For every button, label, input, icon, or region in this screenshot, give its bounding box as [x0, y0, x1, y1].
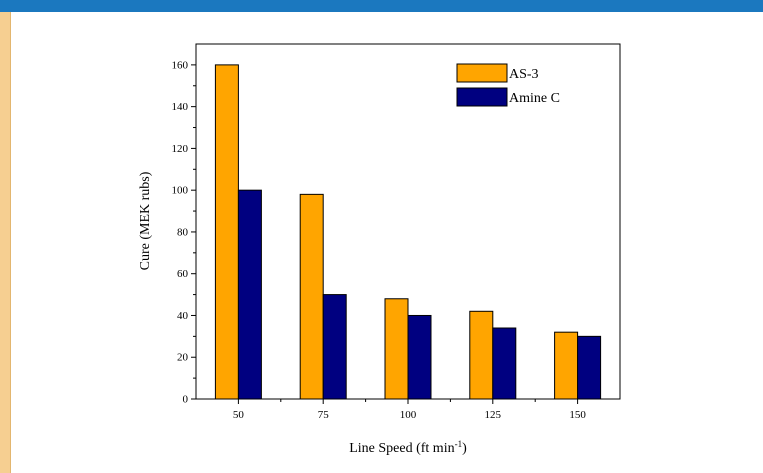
bar-amine-c	[492, 327, 517, 400]
x-axis-label-sup: -1	[455, 439, 463, 449]
x-tick-label: 125	[485, 409, 502, 421]
legend-label: AS-3	[509, 67, 539, 82]
bar-amine-c	[577, 335, 602, 400]
y-tick-label: 160	[172, 59, 189, 71]
y-tick-label: 120	[172, 143, 189, 155]
y-tick-label: 0	[183, 394, 189, 406]
x-tick-label: 150	[569, 409, 586, 421]
axis-ticks: 0 20 40 60 80 100 120 140 160 50 75 100 125 150	[172, 59, 587, 421]
x-tick-label: 50	[233, 409, 245, 421]
bar-as3	[299, 193, 324, 400]
x-tick-label: 75	[318, 409, 330, 421]
y-tick-label: 100	[172, 185, 189, 197]
x-tick-label: 100	[400, 409, 417, 421]
bar-amine-c	[322, 294, 347, 400]
x-axis-label-main: Line Speed (ft min	[349, 441, 454, 456]
legend-label: Amine C	[509, 91, 560, 106]
bar-as3	[554, 331, 579, 400]
y-tick-label: 20	[177, 352, 189, 364]
y-tick-label: 80	[177, 226, 189, 238]
y-tick-label: 40	[177, 310, 189, 322]
y-axis-label: Cure (MEK rubs)	[138, 171, 153, 270]
bar-as3	[214, 64, 239, 400]
bar-as3	[384, 298, 409, 400]
header-band	[0, 0, 763, 12]
left-side-band	[0, 12, 11, 473]
x-axis-label: Line Speed (ft min-1)	[349, 439, 467, 456]
bar-amine-c	[237, 189, 262, 400]
bar-amine-c	[407, 314, 432, 400]
x-axis-label-end: )	[462, 441, 467, 456]
bar-as3	[469, 310, 494, 400]
legend-swatch	[456, 87, 508, 107]
chart-panel: 0 20 40 60 80 100 120 140 160 50 75 100 125 150 AS-3 A…	[11, 12, 763, 473]
bars	[214, 64, 602, 400]
legend: AS-3 Amine C	[456, 63, 560, 107]
legend-swatch	[456, 63, 508, 83]
y-tick-label: 140	[172, 101, 189, 113]
y-tick-label: 60	[177, 268, 189, 280]
